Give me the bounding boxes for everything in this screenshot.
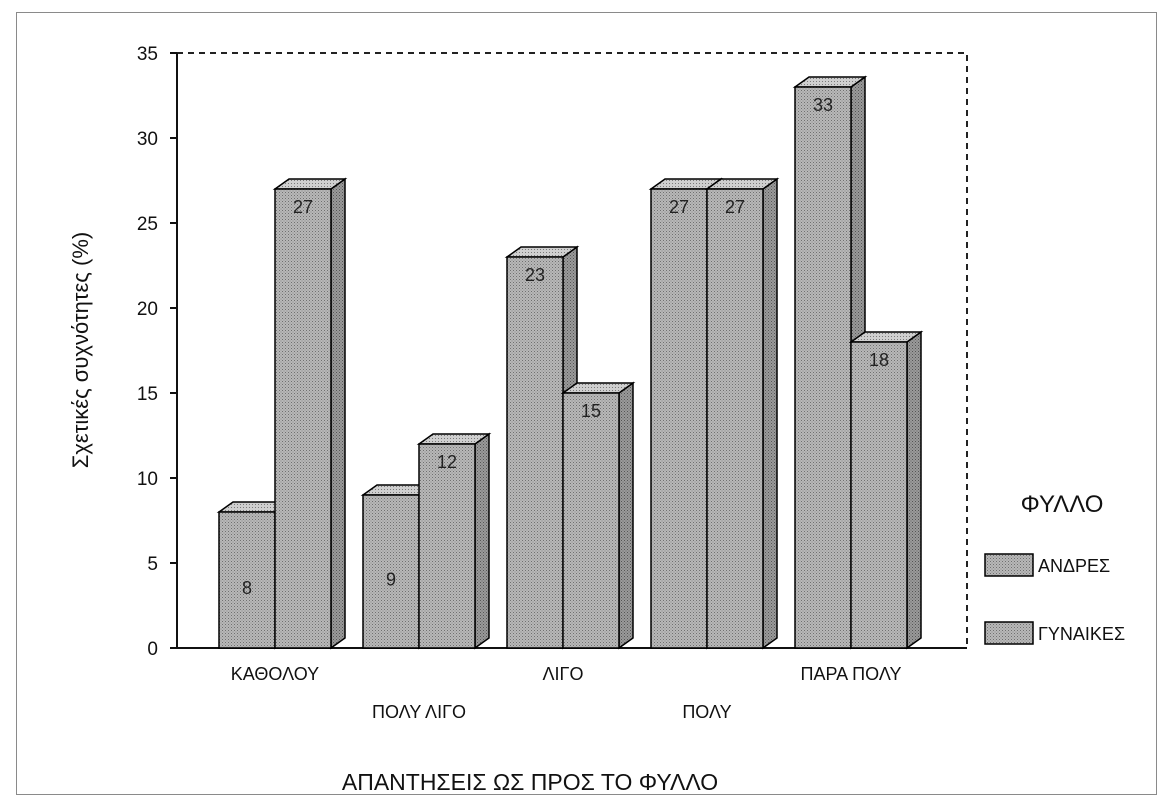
bar-1-2	[560, 381, 636, 650]
bar-side	[762, 177, 778, 650]
y-tick-label: 10	[137, 469, 158, 490]
data-label: 27	[293, 197, 313, 217]
bar-side	[618, 381, 634, 650]
data-label: 33	[813, 95, 833, 115]
data-label: 8	[242, 578, 252, 598]
y-tick-label: 30	[137, 129, 158, 150]
y-tick-label: 0	[147, 639, 158, 660]
bar-front	[506, 256, 564, 649]
legend-label: ΓΥΝΑΙΚΕΣ	[1038, 624, 1125, 644]
data-label: 15	[581, 401, 601, 421]
y-tick-label: 5	[147, 554, 158, 575]
bar-front	[794, 86, 852, 649]
x-tick-label: ΛΙΓΟ	[543, 664, 584, 684]
x-tick-label: ΠΑΡΑ ΠΟΛΥ	[800, 664, 901, 684]
bar-side	[906, 330, 922, 650]
bar-0-3	[648, 177, 724, 650]
x-tick-label: ΚΑΘΟΛΟΥ	[231, 664, 319, 684]
legend-title: ΦΥΛΛΟ	[1021, 491, 1104, 518]
data-label: 9	[386, 570, 396, 590]
legend: ΦΥΛΛΟ ΑΝΔΡΕΣ ΓΥΝΑΙΚΕΣ	[984, 491, 1125, 645]
bar-1-1	[416, 432, 492, 650]
bars	[216, 75, 924, 650]
y-tick-label: 15	[137, 384, 158, 405]
bar-front	[650, 188, 708, 649]
bar-1-3	[704, 177, 780, 650]
bar-front	[418, 443, 476, 649]
data-label: 27	[669, 197, 689, 217]
bar-front	[562, 392, 620, 649]
bar-side	[330, 177, 346, 650]
data-label: 12	[437, 452, 457, 472]
bar-front	[274, 188, 332, 649]
bar-1-0	[272, 177, 348, 650]
legend-swatch	[984, 621, 1034, 645]
data-label: 23	[525, 265, 545, 285]
bar-front	[850, 341, 908, 649]
bar-1-4	[848, 330, 924, 650]
bar-front	[706, 188, 764, 649]
bar-side	[474, 432, 490, 650]
y-tick-label: 25	[137, 214, 158, 235]
x-axis-title: ΑΠΑΝΤΗΣΕΙΣ ΩΣ ΠΡΟΣ ΤΟ ΦΥΛΛΟ	[342, 769, 718, 795]
labels: 8 27 ΚΑΘΟΛΟΥ 9 12 ΠΟΛΥ ΛΙΓΟ 23 15 ΛΙΓΟ 27 27 ΠΟΛΥ 33…	[231, 95, 902, 722]
x-tick-label: ΠΟΛΥ ΛΙΓΟ	[372, 702, 466, 722]
y-tick-label: 35	[137, 44, 158, 65]
x-tick-label: ΠΟΛΥ	[682, 702, 731, 722]
legend-label: ΑΝΔΡΕΣ	[1038, 556, 1110, 576]
y-tick-label: 20	[137, 299, 158, 320]
data-label: 27	[725, 197, 745, 217]
legend-swatch	[984, 553, 1034, 577]
y-axis-title: Σχετικές συχνότητες (%)	[68, 232, 93, 469]
data-label: 18	[869, 350, 889, 370]
bar-front	[218, 511, 276, 649]
